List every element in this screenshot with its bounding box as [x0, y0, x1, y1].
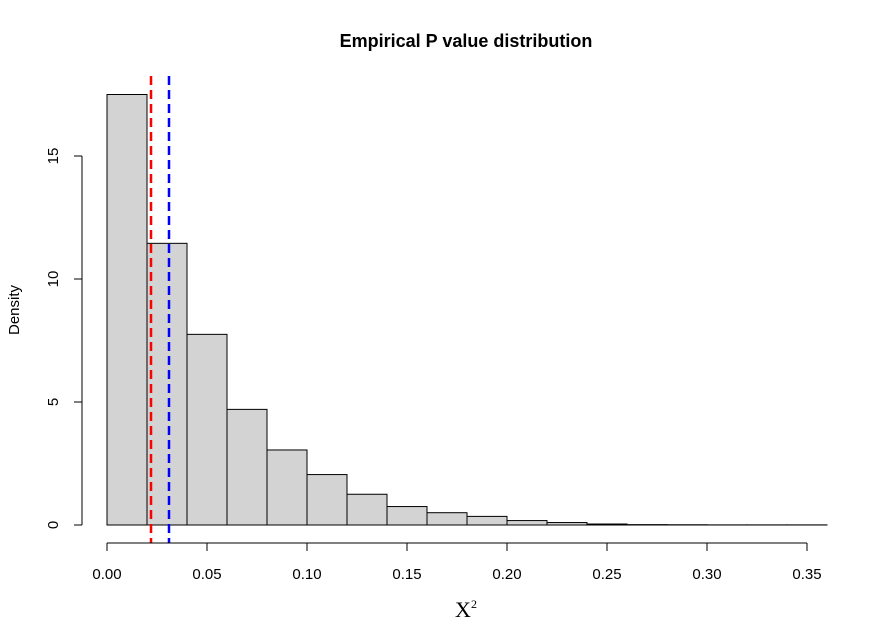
y-tick-label-0: 0 — [45, 521, 62, 529]
reference-lines — [149, 76, 171, 543]
x-tick-label-2: 0.10 — [292, 566, 321, 583]
x-tick-label-7: 0.35 — [792, 566, 821, 583]
x-tick-label-5: 0.25 — [592, 566, 621, 583]
x-tick-label-6: 0.30 — [692, 566, 721, 583]
histogram-bar-10 — [506, 520, 548, 526]
x-tick-label-0: 0.00 — [92, 566, 121, 583]
histogram-bar-7 — [386, 506, 428, 526]
histogram-bar-8 — [426, 512, 468, 526]
x-axis-title: X2 — [455, 597, 477, 622]
histogram-bar-5 — [306, 474, 348, 526]
histogram-bar-1 — [146, 242, 188, 526]
y-axis-title: Density — [6, 284, 23, 335]
y-tick-label-1: 5 — [45, 398, 62, 406]
x-axis-title-main: X — [455, 597, 471, 622]
y-axis: 0 5 10 15 — [45, 148, 83, 529]
x-tick-label-1: 0.05 — [192, 566, 221, 583]
histogram-bar-3 — [226, 408, 268, 526]
histogram-bar-2 — [186, 333, 228, 526]
histogram-bar-9 — [466, 515, 508, 526]
histogram-bar-4 — [266, 449, 308, 526]
histogram-bar-6 — [346, 493, 388, 526]
chart-title: Empirical P value distribution — [340, 31, 593, 51]
x-tick-label-3: 0.15 — [392, 566, 421, 583]
x-tick-label-4: 0.20 — [492, 566, 521, 583]
x-axis: 0.00 0.05 0.10 0.15 0.20 0.25 0.30 0.35 — [92, 542, 822, 583]
histogram-bars — [106, 94, 828, 526]
y-tick-label-3: 15 — [45, 148, 62, 165]
y-tick-label-2: 10 — [45, 271, 62, 288]
x-axis-title-superscript: 2 — [471, 597, 477, 611]
histogram-bar-0 — [106, 94, 148, 526]
